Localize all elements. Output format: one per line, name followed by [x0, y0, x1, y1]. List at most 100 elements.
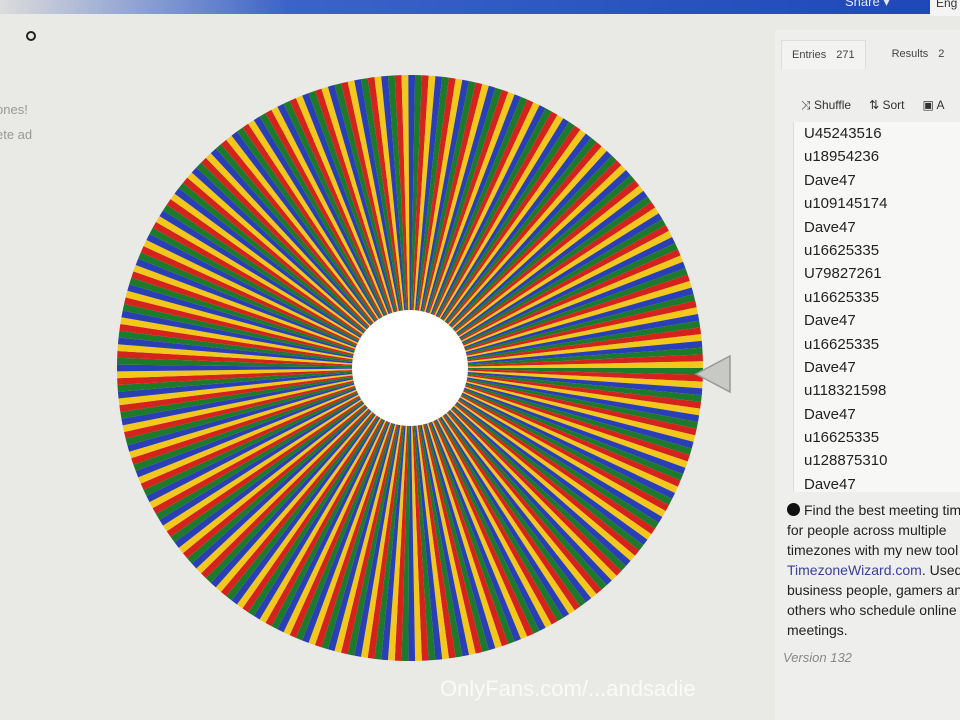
language-select[interactable]: Eng: [930, 0, 960, 16]
wheel-slice: [410, 368, 631, 566]
wheel-slice: [410, 368, 476, 655]
wheel-slice: [410, 368, 659, 529]
wheel-slice: [410, 368, 669, 512]
wheel-slice: [410, 129, 586, 368]
wheel-slice: [410, 91, 515, 368]
wheel-slice: [119, 368, 411, 412]
wheel-slice: [410, 368, 701, 416]
ad-text: Find the best meeting time for people ac…: [787, 502, 960, 558]
entries-textarea[interactable]: U45243516 u18954236 Dave47 u109145174 Dave47…: [793, 122, 960, 492]
wheel-slice: [138, 252, 411, 368]
wheel-slice: [410, 368, 703, 382]
wheel-center[interactable]: [352, 310, 468, 426]
wheel-slice: [410, 368, 443, 660]
wheel-slice: [410, 368, 612, 586]
wheel-slice: [410, 79, 470, 369]
tab-results[interactable]: Results 2: [882, 40, 955, 69]
wheel-slice: [410, 368, 470, 657]
wheel-slice: [314, 368, 410, 648]
tab-entries[interactable]: Entries 271: [781, 40, 866, 69]
wheel-slice: [410, 368, 483, 654]
wheel-slice: [277, 368, 410, 633]
wheel-slice: [410, 137, 597, 368]
wheel-slice: [242, 123, 410, 368]
wheel-slice: [321, 368, 410, 650]
wheel-slice: [410, 347, 703, 368]
wheel-slice: [410, 175, 635, 368]
entry-line: u109145174: [804, 195, 888, 213]
wheel-slice: [133, 264, 410, 368]
entry-line: u118321598: [804, 382, 887, 400]
wheel-slice: [226, 135, 410, 368]
wheel-slice: [159, 368, 410, 526]
wheel-slice: [308, 368, 410, 646]
wheel-slice: [410, 368, 564, 622]
wheel-slice: [140, 246, 411, 368]
entry-line: U45243516: [804, 125, 882, 142]
version-label: Version 132: [783, 650, 852, 665]
wheel-slice: [289, 368, 410, 638]
wheel-slice: [410, 368, 558, 625]
wheel-slice: [410, 368, 703, 389]
wheel-slice: [410, 96, 528, 368]
wheel-slice: [410, 165, 626, 368]
wheel-slice: [146, 233, 410, 368]
wheel-slice: [410, 368, 496, 651]
wheel-slice: [236, 368, 410, 609]
wheel-slice: [265, 109, 410, 369]
wheel-slice: [124, 297, 410, 368]
wheel-slice: [334, 368, 410, 653]
wheel-slice: [410, 368, 607, 590]
wheel-slice: [410, 368, 640, 556]
wheel-slice: [127, 368, 410, 452]
wheel-slice: [410, 368, 644, 551]
entry-line: u18954236: [804, 148, 880, 166]
wheel-slice: [410, 249, 681, 368]
wheel-slice: [410, 75, 429, 368]
wheel-slice: [117, 368, 410, 392]
wheel-slice: [125, 290, 410, 368]
wheel-slice: [410, 368, 673, 506]
spinning-wheel[interactable]: [110, 68, 710, 668]
wheel-slice: [163, 204, 410, 368]
wheel-slice: [410, 368, 429, 661]
ad-text-2: . Used by business people, gamers and ot…: [787, 562, 960, 638]
sort-button[interactable]: ⇅ Sort: [869, 98, 904, 113]
wheel-slice: [410, 368, 626, 571]
close-icon[interactable]: [26, 31, 36, 41]
wheel-slice: [410, 99, 534, 368]
wheel-slice: [410, 368, 703, 396]
wheel-slice: [410, 84, 489, 368]
share-button[interactable]: Share ▾: [845, 0, 890, 9]
ad-link[interactable]: TimezoneWizard.com: [787, 562, 922, 578]
add-image-button[interactable]: ▣ A: [923, 98, 945, 113]
wheel-slice: [410, 236, 676, 368]
wheel-slice: [410, 368, 502, 649]
wheel-slice: [410, 334, 702, 368]
wheel-slice: [410, 196, 652, 368]
wheel-slice: [410, 155, 617, 368]
wheel-slice: [117, 351, 410, 368]
wheel-slice: [410, 368, 489, 652]
wheel-slice: [410, 368, 597, 599]
tab-label: Results: [891, 48, 929, 60]
wheel-slice: [410, 77, 456, 369]
wheel-slice: [410, 368, 602, 595]
wheel-slice: [166, 368, 410, 537]
wheel-slice: [410, 368, 666, 517]
wheel-slice: [410, 368, 696, 442]
wheel-slice: [152, 221, 410, 368]
wheel-slice: [410, 170, 631, 368]
wheel-slice: [210, 368, 410, 588]
wheel-slice: [410, 368, 686, 475]
wheel-slice: [129, 368, 410, 459]
wheel-slice: [410, 368, 449, 660]
shuffle-button[interactable]: ⤨ Shuffle: [801, 98, 851, 113]
wheel-slice: [178, 182, 410, 368]
wheel-slice: [410, 368, 617, 581]
wheel-slice: [410, 368, 521, 642]
wheel-slice: [149, 368, 411, 509]
wheel-slice: [410, 368, 570, 618]
wheel-slice: [117, 337, 411, 368]
wheel-slice: [354, 368, 410, 657]
